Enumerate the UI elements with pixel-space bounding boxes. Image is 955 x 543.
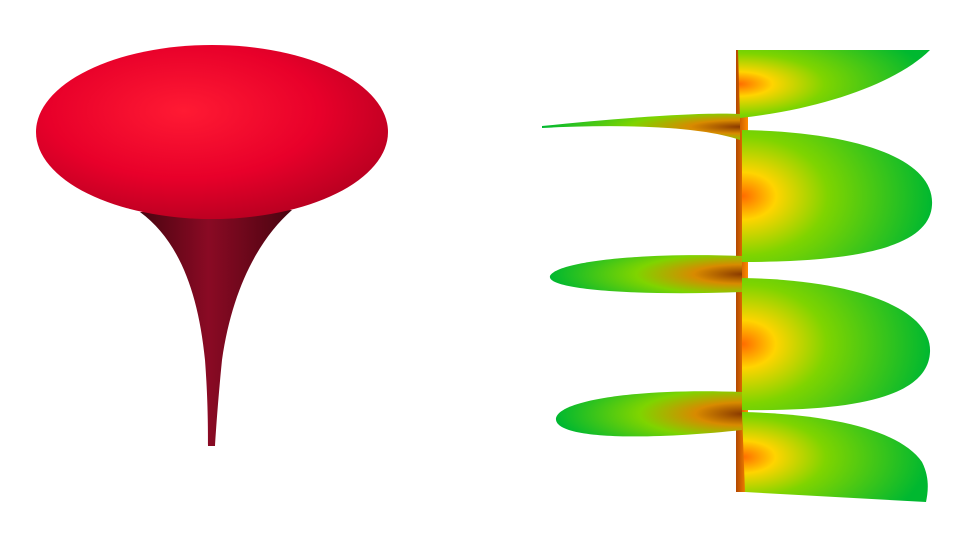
- helicoid-band: [742, 278, 931, 411]
- helicoid-band: [742, 130, 933, 262]
- helicoid-band: [738, 50, 930, 118]
- helicoid-band: [542, 113, 740, 140]
- helicoid-band: [742, 412, 928, 502]
- pseudosphere-stem: [140, 210, 292, 446]
- helicoid-band: [549, 255, 742, 294]
- pseudosphere-cap: [36, 45, 388, 219]
- helicoid-band: [555, 391, 742, 437]
